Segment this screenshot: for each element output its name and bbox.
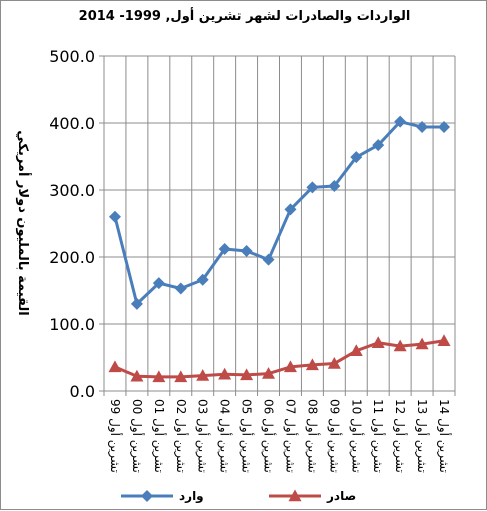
data-point xyxy=(350,151,363,164)
x-tick-label: تشرين أول 12 xyxy=(392,399,408,473)
x-tick-label: تشرين أول 09 xyxy=(326,399,342,473)
series-line xyxy=(113,120,445,306)
x-tick-label: تشرين أول 02 xyxy=(173,399,189,473)
data-point xyxy=(152,370,166,383)
series-1 xyxy=(108,334,451,383)
data-point xyxy=(328,179,341,192)
data-point xyxy=(306,181,319,194)
data-point xyxy=(218,242,231,255)
x-tick-label: تشرين أول 14 xyxy=(436,399,452,473)
data-point xyxy=(371,336,385,348)
x-tick-label: تشرين أول 06 xyxy=(261,399,277,473)
chart-title: الواردات والصادرات لشهر تشرين أول, 1999-… xyxy=(78,9,411,24)
legend-label: صادر xyxy=(326,489,356,503)
x-tick-label: تشرين أول 03 xyxy=(195,399,211,473)
series-0 xyxy=(108,115,451,310)
x-tick-label: تشرين أول 13 xyxy=(414,399,430,473)
data-point xyxy=(218,367,232,380)
data-point xyxy=(349,344,363,356)
x-tick-label: تشرين أول 05 xyxy=(239,399,255,473)
y-tick-label: 300.0 xyxy=(49,181,95,200)
x-tick-label: تشرين أول 10 xyxy=(348,399,364,473)
y-axis-label: القيمة بالمليون دولار أمريكي xyxy=(15,130,32,316)
data-point xyxy=(108,210,121,223)
data-point xyxy=(284,203,297,216)
data-point xyxy=(394,115,407,128)
data-point xyxy=(437,334,451,346)
data-point xyxy=(196,369,210,381)
data-point xyxy=(130,297,143,310)
x-tick-label: تشرين أول 04 xyxy=(217,399,233,473)
y-tick-label: 0.0 xyxy=(70,382,95,401)
x-tick-label: تشرين أول 99 xyxy=(107,399,123,473)
data-point xyxy=(438,121,451,134)
data-point xyxy=(372,139,385,152)
y-tick-labels: 0.0 100.0 200.0 300.0 400.0 500.0 xyxy=(49,47,95,401)
data-point xyxy=(305,358,319,371)
data-series xyxy=(108,115,451,383)
legend-marker xyxy=(141,490,153,502)
legend-marker xyxy=(288,489,302,502)
data-point xyxy=(283,360,297,373)
x-tick-labels: تشرين أول 99 تشرين أول 00 تشرين أول 01 تشري… xyxy=(107,399,452,473)
data-point xyxy=(196,273,209,286)
data-point xyxy=(416,121,429,134)
x-tick-label: تشرين أول 00 xyxy=(129,399,145,473)
x-tick-label: تشرين أول 01 xyxy=(151,399,167,473)
axes xyxy=(99,55,456,396)
data-point xyxy=(240,244,253,257)
legend-label: وارد xyxy=(179,489,204,504)
data-point xyxy=(174,370,188,383)
x-tick-label: تشرين أول 11 xyxy=(370,399,386,473)
data-point xyxy=(393,339,407,352)
data-point xyxy=(152,277,165,290)
x-tick-label: تشرين أول 08 xyxy=(304,399,320,473)
data-point xyxy=(262,367,276,379)
data-point xyxy=(174,282,187,295)
data-point xyxy=(327,357,341,369)
legend: وارد صادر xyxy=(121,489,356,504)
data-point xyxy=(108,360,122,373)
series-line xyxy=(114,339,445,379)
data-point xyxy=(262,253,275,266)
y-tick-label: 400.0 xyxy=(49,114,95,133)
gridlines xyxy=(104,55,456,392)
data-point xyxy=(415,337,429,350)
y-tick-label: 100.0 xyxy=(49,315,95,334)
y-tick-label: 500.0 xyxy=(49,47,95,66)
y-tick-label: 200.0 xyxy=(49,248,95,267)
data-point xyxy=(240,368,254,381)
x-tick-label: تشرين أول 07 xyxy=(282,399,298,473)
data-point xyxy=(130,369,144,382)
